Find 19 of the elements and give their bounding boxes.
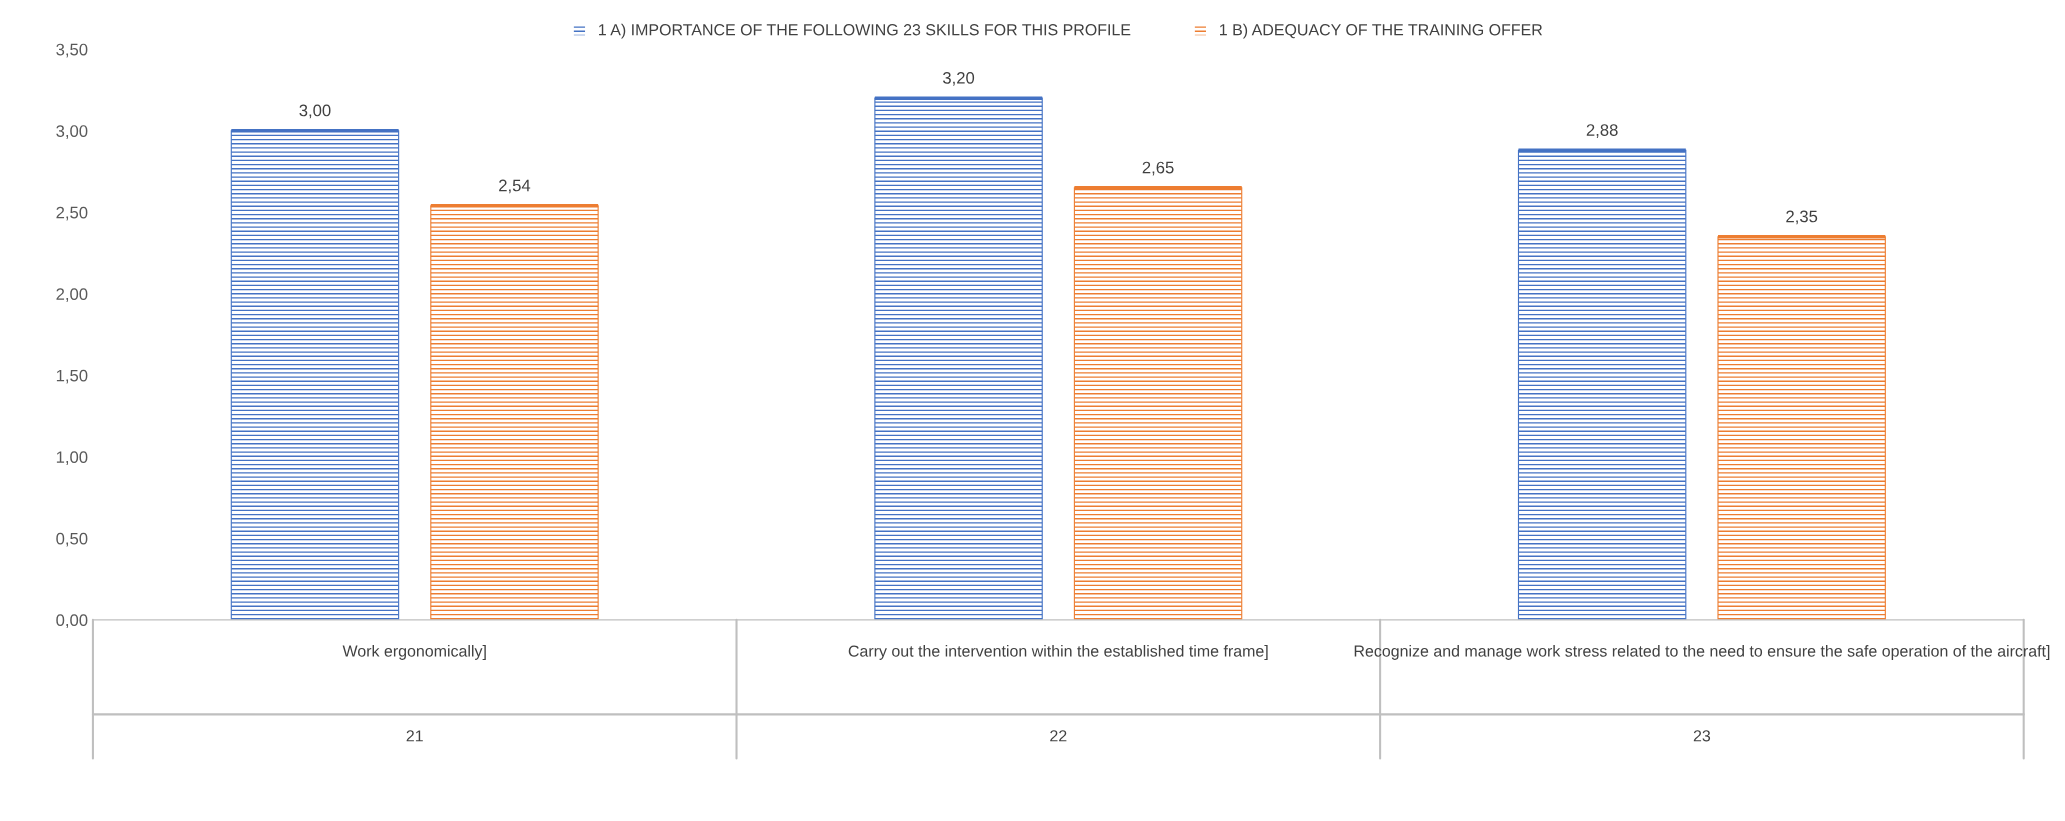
y-tick-label: 2,50 — [56, 206, 88, 221]
data-label: 2,54 — [499, 179, 531, 194]
y-tick-label: 1,00 — [56, 451, 88, 465]
category-label: Carry out the intervention within the established time frame] 22 — [848, 645, 1268, 742]
data-label: 2,88 — [1586, 124, 1618, 138]
y-tick-label: 1,50 — [56, 369, 88, 384]
y-tick-label: 2,00 — [56, 288, 88, 302]
data-label: 2,35 — [1786, 210, 1818, 225]
category-label: Recognize and manage work stress related to the need to ensure the safe operation of the aircraft] 23 — [1354, 645, 2050, 742]
y-tick-label: 3,50 — [56, 43, 88, 58]
legend-label: 1 A) IMPORTANCE OF THE FOLLOWING 23 SKILLS FOR THIS PROFILE — [599, 23, 1131, 39]
y-tick-label: 3,00 — [56, 125, 88, 139]
legend-label: 1 B) ADEQUACY OF THE TRAINING OFFER — [1220, 23, 1543, 39]
data-label: 2,65 — [1142, 161, 1174, 176]
data-label: 3,20 — [942, 71, 975, 86]
y-tick-label: 0,00 — [56, 614, 88, 629]
y-tick-label: 0,50 — [56, 532, 88, 547]
data-label: 3,00 — [299, 104, 331, 119]
category-label: Work ergonomically] 21 — [342, 645, 486, 742]
